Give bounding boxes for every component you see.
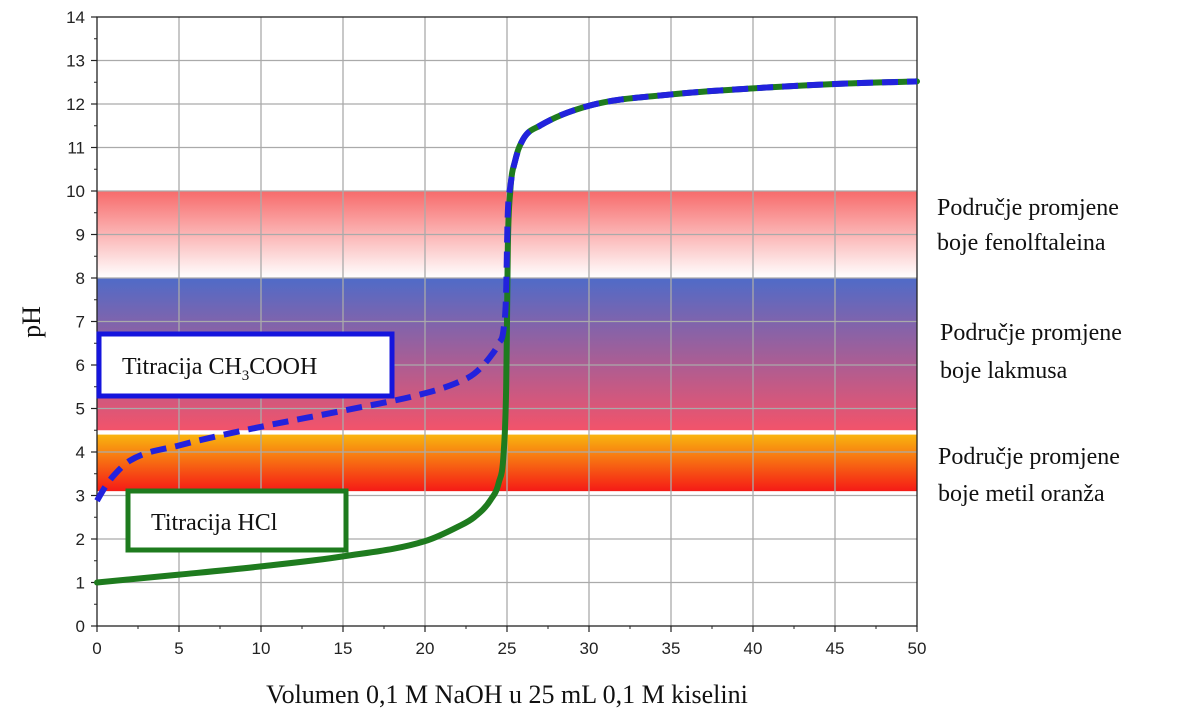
annotation-acetic-box xyxy=(96,331,395,399)
x-tick-label: 10 xyxy=(252,639,271,658)
y-tick-label: 6 xyxy=(76,356,85,375)
y-tick-label: 3 xyxy=(76,487,85,506)
band-label-litmus: Područje promjene boje lakmusa xyxy=(940,320,1122,384)
y-tick-label: 12 xyxy=(66,95,85,114)
y-tick-label: 11 xyxy=(67,139,85,158)
annotation-acetic: Titracija CH3COOH xyxy=(96,331,395,399)
series-lines xyxy=(94,78,920,586)
y-tick-label: 8 xyxy=(76,269,85,288)
y-axis-title: pH xyxy=(17,306,46,338)
annotation-hcl-label: Titracija HCl xyxy=(151,510,278,536)
x-tick-label: 50 xyxy=(908,639,927,658)
band-label-methyl-orange-line2: boje metil oranža xyxy=(938,481,1105,507)
y-tick-label: 0 xyxy=(76,617,85,636)
annotation-acetic-label: Titracija CH3COOH xyxy=(122,354,317,384)
x-tick-label: 25 xyxy=(498,639,517,658)
x-tick-label: 5 xyxy=(174,639,183,658)
x-axis-title: Volumen 0,1 M NaOH u 25 mL 0,1 M kiselin… xyxy=(266,680,748,709)
band-label-methyl-orange: Područje promjene boje metil oranža xyxy=(938,444,1120,507)
y-tick-label: 13 xyxy=(66,52,85,71)
band-label-phenolphthalein-line1: Područje promjene xyxy=(937,195,1119,221)
x-tick-label: 45 xyxy=(826,639,845,658)
x-tick-label: 0 xyxy=(92,639,101,658)
y-tick-label: 4 xyxy=(76,443,85,462)
y-tick-label: 10 xyxy=(66,182,85,201)
y-tick-label: 7 xyxy=(76,313,85,332)
y-tick-label: 14 xyxy=(66,8,85,27)
y-tick-label: 1 xyxy=(76,574,85,593)
x-tick-label: 20 xyxy=(416,639,435,658)
annotation-hcl-box xyxy=(125,488,349,553)
y-tick-label: 5 xyxy=(76,400,85,419)
band-label-phenolphthalein-line2: boje fenolftaleina xyxy=(937,230,1106,256)
x-tick-label: 40 xyxy=(744,639,763,658)
band-label-litmus-line1: Područje promjene xyxy=(940,320,1122,346)
x-tick-label: 15 xyxy=(334,639,353,658)
y-tick-label: 2 xyxy=(76,530,85,549)
band-label-phenolphthalein: Područje promjene boje fenolftaleina xyxy=(937,195,1119,256)
x-axis-ticks: 0 5 10 15 20 25 30 35 40 45 50 xyxy=(92,626,926,658)
band-label-litmus-line2: boje lakmusa xyxy=(940,358,1068,384)
band-label-methyl-orange-line1: Područje promjene xyxy=(938,444,1120,470)
x-tick-label: 30 xyxy=(580,639,599,658)
x-tick-label: 35 xyxy=(662,639,681,658)
y-tick-label: 9 xyxy=(76,226,85,245)
series-acetic-line xyxy=(94,78,918,503)
annotation-hcl: Titracija HCl xyxy=(125,488,349,553)
